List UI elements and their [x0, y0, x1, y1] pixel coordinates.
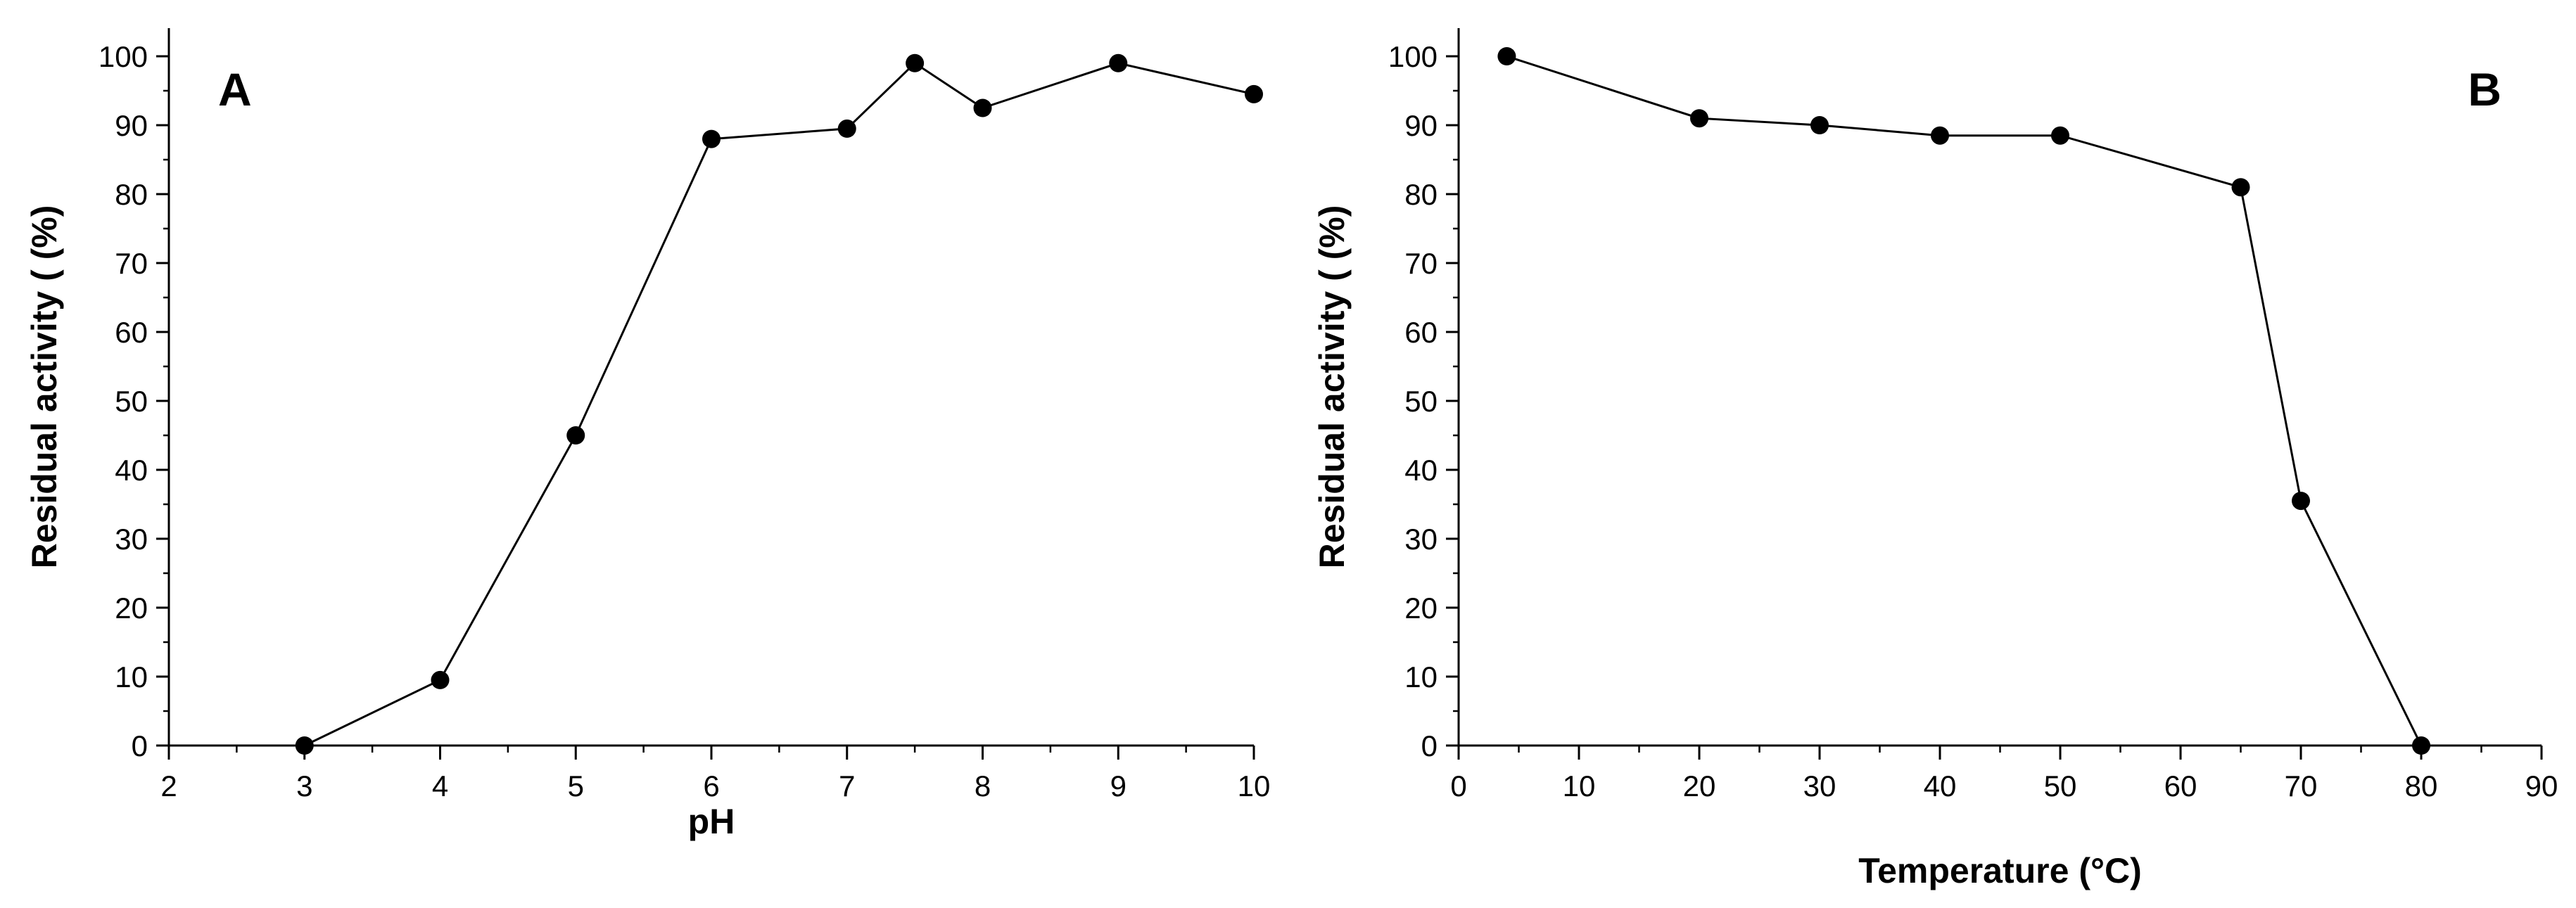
y-tick-label: 60	[1404, 316, 1438, 349]
panel-label: A	[218, 63, 252, 115]
data-point	[566, 426, 585, 445]
x-tick-label: 80	[2405, 769, 2438, 803]
data-point	[973, 98, 992, 117]
y-tick-label: 30	[115, 523, 148, 556]
data-point	[1810, 116, 1829, 134]
y-axis-title: Residual activity ( (%)	[1312, 205, 1352, 569]
x-axis-title: Temperature (°C)	[1858, 851, 2141, 890]
x-tick-label: 50	[2044, 769, 2077, 803]
y-tick-label: 30	[1404, 523, 1438, 556]
data-point	[431, 670, 450, 689]
data-point	[2051, 126, 2069, 145]
data-point	[1109, 53, 1128, 72]
y-tick-label: 0	[1421, 729, 1438, 762]
data-point	[295, 736, 314, 755]
x-tick-label: 90	[2525, 769, 2558, 803]
x-tick-label: 3	[296, 769, 312, 803]
chart-panel-a: 0 10 20 30 40 50 60 70 80 90 100 2 3 4 5 6 7 8 9 10 pH Residu…	[25, 28, 1270, 841]
data-point	[1245, 84, 1263, 103]
y-tick-label: 10	[115, 660, 148, 693]
y-tick-label: 20	[1404, 592, 1438, 625]
y-axis-title: Residual activity ( (%)	[25, 205, 64, 569]
panel-label: B	[2468, 63, 2501, 115]
x-tick-label: 6	[703, 769, 719, 803]
data-point	[702, 129, 721, 148]
x-tick-label: 8	[975, 769, 991, 803]
data-point	[906, 53, 925, 72]
y-tick-label: 60	[115, 316, 148, 349]
y-tick-label: 100	[1388, 40, 1438, 73]
chart-panel-b: 0 10 20 30 40 50 60 70 80 90 100 0 10 20 30 40 50 60 70 80 9…	[1312, 28, 2558, 890]
y-tick-label: 90	[1404, 109, 1438, 142]
x-tick-label: 70	[2285, 769, 2318, 803]
x-tick-label: 7	[839, 769, 855, 803]
x-tick-label: 2	[160, 769, 177, 803]
x-tick-label: 60	[2164, 769, 2197, 803]
data-point	[1931, 126, 1949, 145]
y-tick-label: 80	[1404, 178, 1438, 211]
y-tick-label: 100	[99, 40, 148, 73]
x-tick-label: 4	[432, 769, 448, 803]
x-tick-label: 30	[1803, 769, 1836, 803]
data-point	[2231, 178, 2250, 197]
y-tick-label: 70	[1404, 247, 1438, 280]
y-tick-label: 40	[115, 454, 148, 487]
x-tick-label: 9	[1110, 769, 1127, 803]
x-tick-label: 0	[1450, 769, 1466, 803]
x-axis-title: pH	[688, 802, 735, 841]
x-tick-label: 10	[1563, 769, 1596, 803]
x-tick-label: 10	[1238, 769, 1271, 803]
series-line	[304, 61, 1255, 747]
y-tick-label: 50	[115, 385, 148, 418]
data-point	[1690, 109, 1708, 128]
y-tick-label: 10	[1404, 660, 1438, 693]
x-tick-label: 20	[1683, 769, 1716, 803]
data-point	[2412, 736, 2430, 755]
series-line	[1506, 55, 2423, 746]
y-tick-label: 90	[115, 109, 148, 142]
y-tick-label: 50	[1404, 385, 1438, 418]
y-tick-label: 20	[115, 592, 148, 625]
data-point	[837, 119, 856, 138]
y-tick-label: 80	[115, 178, 148, 211]
data-point	[1497, 47, 1516, 65]
y-tick-label: 70	[115, 247, 148, 280]
x-tick-label: 40	[1924, 769, 1957, 803]
x-tick-label: 5	[568, 769, 584, 803]
y-tick-label: 40	[1404, 454, 1438, 487]
data-point	[2292, 492, 2310, 511]
y-tick-label: 0	[132, 729, 148, 762]
